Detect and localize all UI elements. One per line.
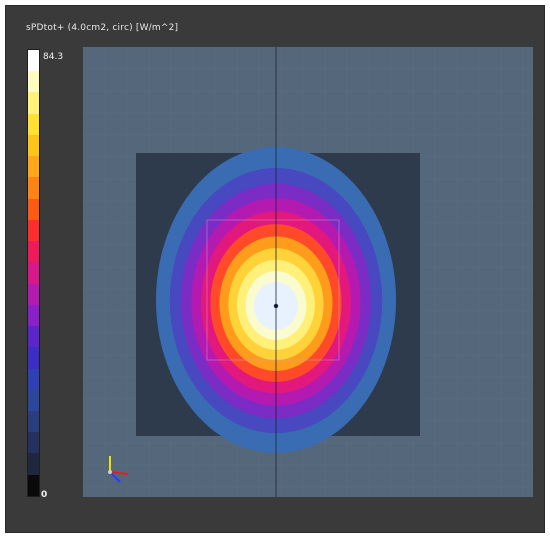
- colorbar-segment: [28, 432, 39, 454]
- colorbar-segment: [28, 156, 39, 178]
- colorbar-segment: [28, 453, 39, 475]
- antenna-outline: [206, 219, 340, 361]
- colorbar-segment: [28, 71, 39, 93]
- colorbar-segment: [28, 304, 39, 327]
- colorbar-segment: [28, 368, 39, 390]
- colorbar-segment: [28, 92, 39, 114]
- field-distribution-plot[interactable]: [83, 47, 533, 497]
- colorbar-max-label: 84.3: [43, 52, 64, 62]
- colorbar-segment: [28, 113, 39, 135]
- quantity-title: sPDtot+ (4.0cm2, circ) [W/m^2]: [26, 23, 179, 33]
- peak-marker: [273, 303, 279, 309]
- colorbar-segment: [28, 241, 39, 263]
- colorbar-segment: [28, 347, 39, 369]
- orientation-axes-icon[interactable]: [100, 452, 136, 488]
- axes-origin: [108, 470, 112, 474]
- colorbar-segment: [28, 198, 39, 220]
- colorbar-segment: [28, 410, 39, 433]
- colorbar-segment: [28, 262, 39, 284]
- colorbar-segment: [28, 50, 39, 72]
- colorbar-segment: [28, 326, 39, 348]
- colorbar-segment: [28, 134, 39, 157]
- colorbar: [27, 49, 40, 497]
- z-axis-line: [109, 471, 121, 483]
- colorbar-segment: [28, 283, 39, 305]
- colorbar-segment: [28, 177, 39, 199]
- colorbar-segment: [28, 389, 39, 411]
- colorbar-segment: [28, 474, 39, 496]
- x-axis-line: [109, 471, 129, 475]
- colorbar-segment: [28, 219, 39, 242]
- colorbar-min-label: 0: [41, 490, 48, 500]
